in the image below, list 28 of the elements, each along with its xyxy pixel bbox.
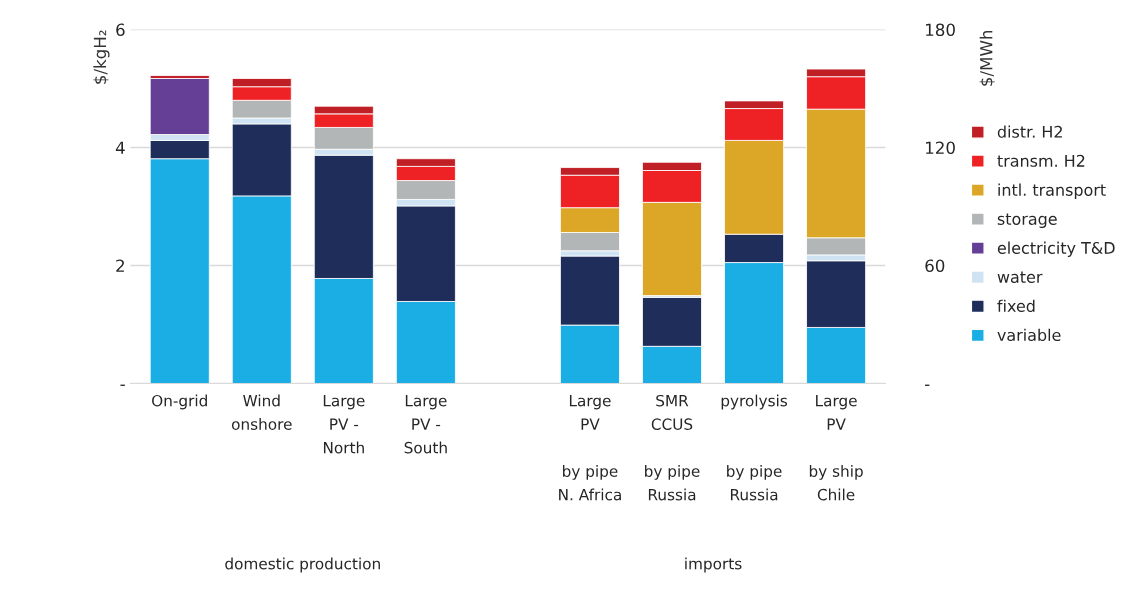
legend-label: fixed bbox=[997, 299, 1035, 313]
legend-label: water bbox=[997, 271, 1043, 284]
y-tick-label: 2 bbox=[116, 259, 124, 272]
y-tick-label: 6 bbox=[116, 23, 125, 37]
category-label: pyrolysis by pipe Russia bbox=[721, 394, 788, 501]
x-tick-label: On-grid bbox=[152, 394, 207, 410]
legend-label: storage bbox=[997, 213, 1057, 229]
x-tick-label: Large PV - North bbox=[323, 395, 365, 454]
y-axis-title: $/kgH₂ bbox=[93, 30, 110, 84]
legend-label: distr. H2 bbox=[997, 125, 1062, 138]
y2-tick-label: 180 bbox=[926, 23, 955, 37]
legend-label: transm. H2 bbox=[997, 154, 1085, 167]
category-label: SMR CCUS by pipe Russia bbox=[645, 394, 700, 501]
text: imports bbox=[685, 557, 742, 573]
legend-label: variable bbox=[997, 328, 1061, 342]
x-tick-label: Wind onshore bbox=[231, 394, 292, 430]
y-tick-label: - bbox=[120, 384, 125, 386]
legend-label: electricity T&D bbox=[997, 241, 1115, 258]
y2-tick-label: 60 bbox=[925, 259, 945, 273]
y2-tick-label: - bbox=[925, 384, 930, 386]
legend-label: intl. transport bbox=[998, 183, 1106, 199]
y2-axis-title: $/MWh bbox=[979, 30, 995, 86]
x-tick-label: Large PV - South bbox=[404, 395, 447, 454]
y2-tick-label: 120 bbox=[926, 141, 955, 155]
y-tick-label: 4 bbox=[115, 141, 125, 154]
category-label: Large PV by ship Chile bbox=[809, 395, 863, 501]
text: domestic production bbox=[225, 557, 380, 573]
category-label: Large PV by pipe N. Africa bbox=[559, 395, 621, 501]
